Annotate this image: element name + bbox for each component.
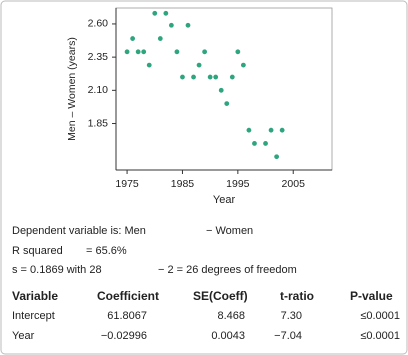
s-text: s = 0.1869 with 28 bbox=[12, 264, 102, 276]
table-header: t-ratio bbox=[280, 289, 314, 303]
table-header: Coefficient bbox=[97, 289, 159, 303]
x-tick-label: 1985 bbox=[171, 178, 195, 190]
point bbox=[191, 74, 196, 80]
point bbox=[268, 127, 274, 133]
point bbox=[202, 49, 208, 55]
point bbox=[213, 74, 219, 80]
rsq-label: R squared bbox=[12, 245, 63, 257]
table-cell: −0.02996 bbox=[101, 330, 147, 342]
table-cell: 0.0043 bbox=[211, 330, 245, 342]
point bbox=[263, 141, 268, 146]
point bbox=[146, 62, 152, 68]
table-cell: 7.30 bbox=[281, 310, 302, 322]
table-cell: Year bbox=[12, 330, 35, 342]
point bbox=[185, 22, 191, 28]
point bbox=[218, 87, 224, 93]
point bbox=[196, 62, 202, 68]
point bbox=[130, 36, 136, 41]
rsq-value: = 65.6% bbox=[86, 245, 127, 257]
point bbox=[168, 22, 174, 28]
point bbox=[279, 127, 285, 133]
x-tick-label: 1975 bbox=[115, 178, 139, 190]
point bbox=[174, 49, 180, 55]
point bbox=[180, 74, 185, 80]
dependent-text: Dependent variable is: Men bbox=[12, 225, 146, 237]
point bbox=[124, 49, 130, 55]
s-text: − 2 = 26 degrees of freedom bbox=[158, 264, 297, 276]
point bbox=[163, 10, 169, 16]
point bbox=[152, 10, 158, 16]
point bbox=[235, 49, 241, 55]
point bbox=[274, 154, 280, 160]
point bbox=[141, 49, 147, 55]
point bbox=[224, 101, 230, 107]
table-header: SE(Coeff) bbox=[193, 289, 248, 303]
table-header: P-value bbox=[350, 289, 393, 303]
table-cell: Intercept bbox=[12, 310, 55, 322]
table-cell: 61.8067 bbox=[107, 310, 147, 322]
x-tick-label: 2005 bbox=[282, 178, 306, 190]
point bbox=[157, 36, 163, 41]
y-axis-label: Men – Women (years) bbox=[66, 37, 78, 141]
point bbox=[135, 49, 141, 55]
point bbox=[240, 62, 246, 68]
table-cell: ≤0.0001 bbox=[360, 330, 400, 342]
y-tick-label: 1.85 bbox=[88, 117, 109, 129]
point bbox=[207, 74, 213, 80]
x-tick-label: 1995 bbox=[226, 178, 250, 190]
y-tick-label: 2.10 bbox=[88, 84, 109, 96]
y-tick-label: 2.35 bbox=[88, 51, 109, 63]
dependent-text: − Women bbox=[206, 225, 253, 237]
point bbox=[229, 74, 235, 80]
point bbox=[246, 127, 252, 133]
table-cell: ≤0.0001 bbox=[360, 310, 400, 322]
point bbox=[252, 141, 257, 146]
table-header: Variable bbox=[12, 289, 58, 303]
y-tick-label: 2.60 bbox=[88, 18, 109, 30]
table-cell: 8.468 bbox=[217, 310, 245, 322]
x-axis-label: Year bbox=[213, 194, 236, 206]
table-cell: −7.04 bbox=[274, 330, 302, 342]
